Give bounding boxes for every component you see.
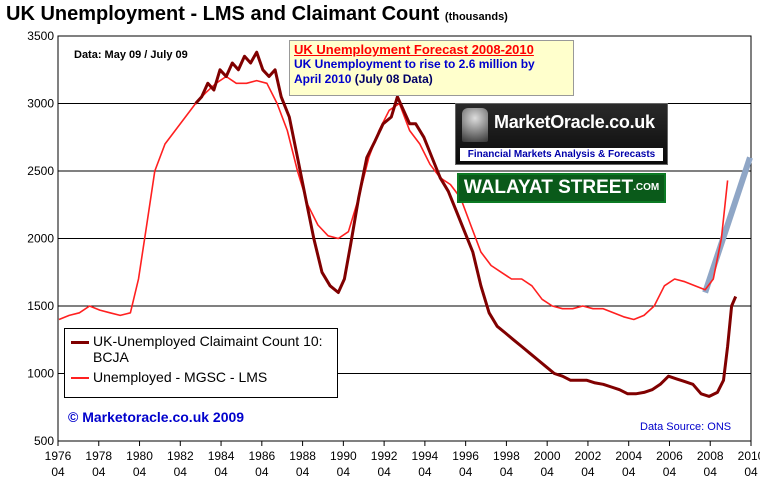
y-tick-label: 500	[34, 434, 54, 448]
y-tick-label: 3000	[27, 97, 54, 111]
data-source: Data Source: ONS	[640, 421, 732, 433]
legend: UK-Unemployed Claimaint Count 10: BCJA U…	[64, 328, 338, 398]
x-tick-sublabel: 04	[744, 465, 758, 479]
forecast-data-note: (July 08 Data)	[354, 72, 433, 86]
x-tick-label: 1986	[248, 449, 275, 463]
x-tick-label: 1990	[330, 449, 357, 463]
legend-item-claimant: UK-Unemployed Claimaint Count 10: BCJA	[71, 333, 333, 365]
title-units: (thousands)	[444, 11, 508, 23]
legend-item-lms: Unemployed - MGSC - LMS	[71, 369, 333, 385]
y-tick-label: 3500	[27, 29, 54, 43]
forecast-box: UK Unemployment Forecast 2008-2010 UK Un…	[289, 40, 574, 96]
chart-title: UK Unemployment - LMS and Claimant Count…	[6, 3, 508, 26]
x-tick-label: 1984	[208, 449, 235, 463]
x-tick-label: 2008	[697, 449, 724, 463]
forecast-line1: UK Unemployment to rise to 2.6 million b…	[294, 57, 535, 71]
x-tick-label: 1978	[85, 449, 112, 463]
forecast-projection	[702, 156, 753, 294]
title-text: UK Unemployment - LMS and Claimant Count	[6, 3, 440, 25]
marketoracle-logo: MarketOracle.co.uk Financial Markets Ana…	[455, 103, 668, 165]
series-claimant-count-line	[194, 50, 738, 398]
x-tick-label: 2006	[656, 449, 683, 463]
x-tick-sublabel: 04	[337, 465, 351, 479]
y-axis-ticks: 500 1000 1500 2000 2500 3000 3500	[27, 29, 54, 448]
x-tick-sublabel: 04	[174, 465, 188, 479]
x-tick-sublabel: 04	[133, 465, 147, 479]
forecast-title: UK Unemployment Forecast 2008-2010	[294, 42, 534, 57]
x-tick-sublabel: 04	[704, 465, 718, 479]
data-note: Data: May 09 / July 09	[74, 49, 188, 61]
x-tick-label: 1988	[289, 449, 316, 463]
x-tick-label: 2010	[738, 449, 760, 463]
x-tick-sublabel: 04	[622, 465, 636, 479]
legend-label-claimant: UK-Unemployed Claimaint Count 10: BCJA	[93, 333, 323, 365]
marketoracle-tagline: Financial Markets Analysis & Forecasts	[460, 148, 663, 161]
forecast-body: UK Unemployment to rise to 2.6 million b…	[294, 57, 569, 87]
x-tick-sublabel: 04	[377, 465, 391, 479]
x-tick-label: 2004	[615, 449, 642, 463]
x-tick-sublabel: 04	[540, 465, 554, 479]
y-tick-label: 1500	[27, 299, 54, 313]
x-tick-label: 1982	[167, 449, 194, 463]
x-tick-sublabel: 04	[418, 465, 432, 479]
x-tick-sublabel: 04	[255, 465, 269, 479]
y-tick-label: 1000	[27, 367, 54, 381]
x-tick-label: 2002	[575, 449, 602, 463]
legend-swatch-lms	[71, 377, 89, 379]
x-tick-sublabel: 04	[51, 465, 65, 479]
marketoracle-name: MarketOracle.co.uk	[494, 112, 655, 132]
x-tick-label: 1998	[493, 449, 520, 463]
y-tick-label: 2500	[27, 164, 54, 178]
forecast-line2: April 2010 (July 08 Data)	[294, 72, 569, 87]
x-tick-label: 1994	[412, 449, 439, 463]
x-axis-ticks: 1976 04 1978 04 1980 04 1982 04 1984 04 1986 04 1988…	[45, 441, 760, 479]
copyright-notice: © Marketoracle.co.uk 2009	[68, 409, 245, 425]
walayat-suffix: .COM	[633, 182, 660, 193]
x-tick-sublabel: 04	[92, 465, 106, 479]
x-tick-label: 2000	[534, 449, 561, 463]
x-tick-label: 1980	[126, 449, 153, 463]
walayat-name: WALAYAT STREET	[463, 177, 634, 198]
forecast-date: April 2010	[294, 72, 352, 86]
y-tick-label: 2000	[27, 232, 54, 246]
x-tick-sublabel: 04	[500, 465, 514, 479]
x-tick-sublabel: 04	[296, 465, 310, 479]
x-tick-sublabel: 04	[459, 465, 473, 479]
statue-icon	[462, 108, 488, 142]
legend-label-lms: Unemployed - MGSC - LMS	[93, 369, 268, 385]
x-tick-label: 1976	[45, 449, 72, 463]
series-layer	[58, 50, 753, 398]
walayat-street-logo: WALAYAT STREET.COM	[457, 173, 666, 203]
x-tick-sublabel: 04	[581, 465, 595, 479]
x-tick-label: 1996	[452, 449, 479, 463]
x-tick-label: 1992	[371, 449, 398, 463]
x-tick-sublabel: 04	[663, 465, 677, 479]
legend-swatch-claimant	[71, 341, 89, 344]
x-tick-sublabel: 04	[214, 465, 228, 479]
